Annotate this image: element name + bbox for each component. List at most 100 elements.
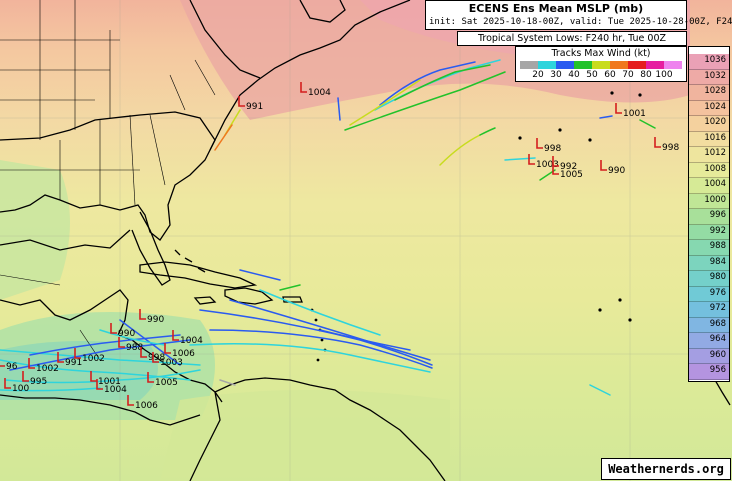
low-pressure-label: 1006 — [135, 401, 158, 411]
pressure-bin-label: 992 — [709, 225, 726, 236]
low-pressure-label: 1005 — [155, 378, 178, 388]
tropical-low: 1004 — [172, 330, 203, 346]
low-marker-icon — [0, 365, 5, 367]
pressure-bin-label: 960 — [709, 349, 726, 360]
tropical-low: 995 — [22, 371, 47, 387]
pressure-bin: 1012 — [689, 147, 729, 163]
pressure-bin: 1020 — [689, 116, 729, 132]
pressure-bin-label: 972 — [709, 303, 726, 313]
tropical-low: 990 — [139, 309, 164, 325]
tropical-low: 1005 — [552, 164, 583, 180]
tropical-low: 96 — [0, 362, 18, 372]
low-pressure-label: 998 — [662, 143, 679, 153]
low-marker-icon — [110, 323, 117, 334]
low-pressure-label: 1002 — [82, 354, 105, 364]
low-marker-icon — [152, 352, 159, 363]
pressure-bin: 988 — [689, 240, 729, 256]
pressure-bin: 972 — [689, 302, 729, 318]
pressure-bin: 984 — [689, 255, 729, 271]
low-marker-icon — [552, 164, 559, 175]
low-marker-icon — [4, 378, 11, 389]
pressure-bin: 960 — [689, 348, 729, 364]
pressure-colorbar: 1036 1032 1028 1024 1020 1016 1012 1008 1004 1000… — [688, 46, 730, 382]
low-marker-icon — [164, 343, 171, 354]
low-pressure-label: 1005 — [560, 170, 583, 180]
tropical-low: 1002 — [28, 358, 59, 374]
political-borders — [0, 0, 216, 361]
wind-legend-label: 60 — [604, 70, 616, 80]
tropical-low: 1001 — [90, 371, 121, 387]
tropical-low: 1005 — [147, 372, 178, 388]
wind-legend-label: 80 — [640, 70, 652, 80]
tropical-low: 991 — [57, 352, 82, 368]
low-marker-icon — [118, 337, 125, 348]
pressure-bin-label: 1020 — [704, 117, 726, 127]
low-pressure-label: 1002 — [36, 364, 59, 374]
pressure-bin-label: 1004 — [704, 179, 726, 189]
low-marker-icon — [147, 372, 154, 383]
wind-swatch — [646, 61, 664, 69]
low-marker-icon — [140, 347, 147, 358]
tropical-low: 998 — [140, 347, 165, 363]
pressure-bin-label: 1028 — [704, 86, 726, 96]
low-pressure-label: 1001 — [98, 377, 121, 387]
low-marker-icon — [238, 96, 245, 107]
low-marker-icon — [74, 348, 81, 359]
low-pressure-label: 990 — [608, 166, 625, 176]
pressure-bin-label: 956 — [709, 365, 726, 375]
map-title: ECENS Ens Mean MSLP (mb) — [468, 2, 644, 15]
pressure-bin: 1000 — [689, 193, 729, 209]
tropical-low: 100 — [4, 378, 29, 394]
pressure-bin: 1028 — [689, 85, 729, 101]
pressure-bin-label: 976 — [709, 287, 726, 298]
low-pressure-label: 998 — [148, 353, 165, 363]
tropical-low: 1006 — [164, 343, 195, 359]
low-pressure-label: 100 — [12, 384, 29, 394]
low-pressure-west — [0, 160, 70, 300]
pressure-bin: 1016 — [689, 131, 729, 147]
wind-swatch — [664, 61, 682, 69]
pressure-bin: 1024 — [689, 100, 729, 116]
wind-legend: Tracks Max Wind (kt) 20 30 40 50 60 70 80 100 — [515, 46, 687, 82]
credit-label: Weathernerds.org — [601, 458, 731, 480]
wind-legend-label: 30 — [550, 70, 562, 80]
pressure-bin: 964 — [689, 333, 729, 349]
tropical-low: 991 — [238, 96, 263, 112]
pressure-bin: 1008 — [689, 162, 729, 178]
tropical-low: 1001 — [615, 103, 646, 119]
low-pressure-label: 988 — [126, 343, 143, 353]
pressure-bin: 992 — [689, 224, 729, 240]
tropical-low: 1002 — [74, 348, 105, 364]
tropical-low: 1006 — [127, 395, 158, 411]
low-marker-icon — [615, 103, 622, 114]
low-marker-icon — [300, 82, 307, 93]
low-marker-icon — [600, 160, 607, 171]
pressure-bin: 996 — [689, 209, 729, 225]
low-pressure-label: 992 — [560, 162, 577, 172]
low-pressure-label: 1004 — [180, 336, 203, 346]
map-subtitle: init: Sat 2025-10-18-00Z, valid: Tue 202… — [429, 17, 732, 27]
pressure-bin-label: 980 — [709, 272, 726, 282]
wind-swatch — [628, 61, 646, 69]
pressure-bin: 956 — [689, 364, 729, 380]
pressure-bin-label: 968 — [709, 318, 726, 329]
low-marker-icon — [139, 309, 146, 320]
pressure-bin-label: 1032 — [704, 70, 726, 81]
title-panel: ECENS Ens Mean MSLP (mb) init: Sat 2025-… — [425, 0, 732, 30]
wind-swatch — [592, 61, 610, 69]
tropical-low: 990 — [600, 160, 625, 176]
storm-tracks — [0, 59, 656, 396]
pressure-bin-label: 988 — [709, 241, 726, 251]
south-america-field — [160, 390, 450, 481]
tropical-low: 1004 — [96, 379, 127, 395]
low-marker-icon — [172, 330, 179, 341]
pressure-bin-label: 996 — [709, 210, 726, 220]
low-marker-icon — [28, 358, 35, 369]
low-pressure-label: 1004 — [104, 385, 127, 395]
wind-legend-swatches — [520, 61, 682, 69]
wind-swatch — [556, 61, 574, 69]
low-pressure-label: 991 — [246, 102, 263, 112]
low-marker-icon — [90, 371, 97, 382]
low-pressure-label: 991 — [65, 358, 82, 368]
